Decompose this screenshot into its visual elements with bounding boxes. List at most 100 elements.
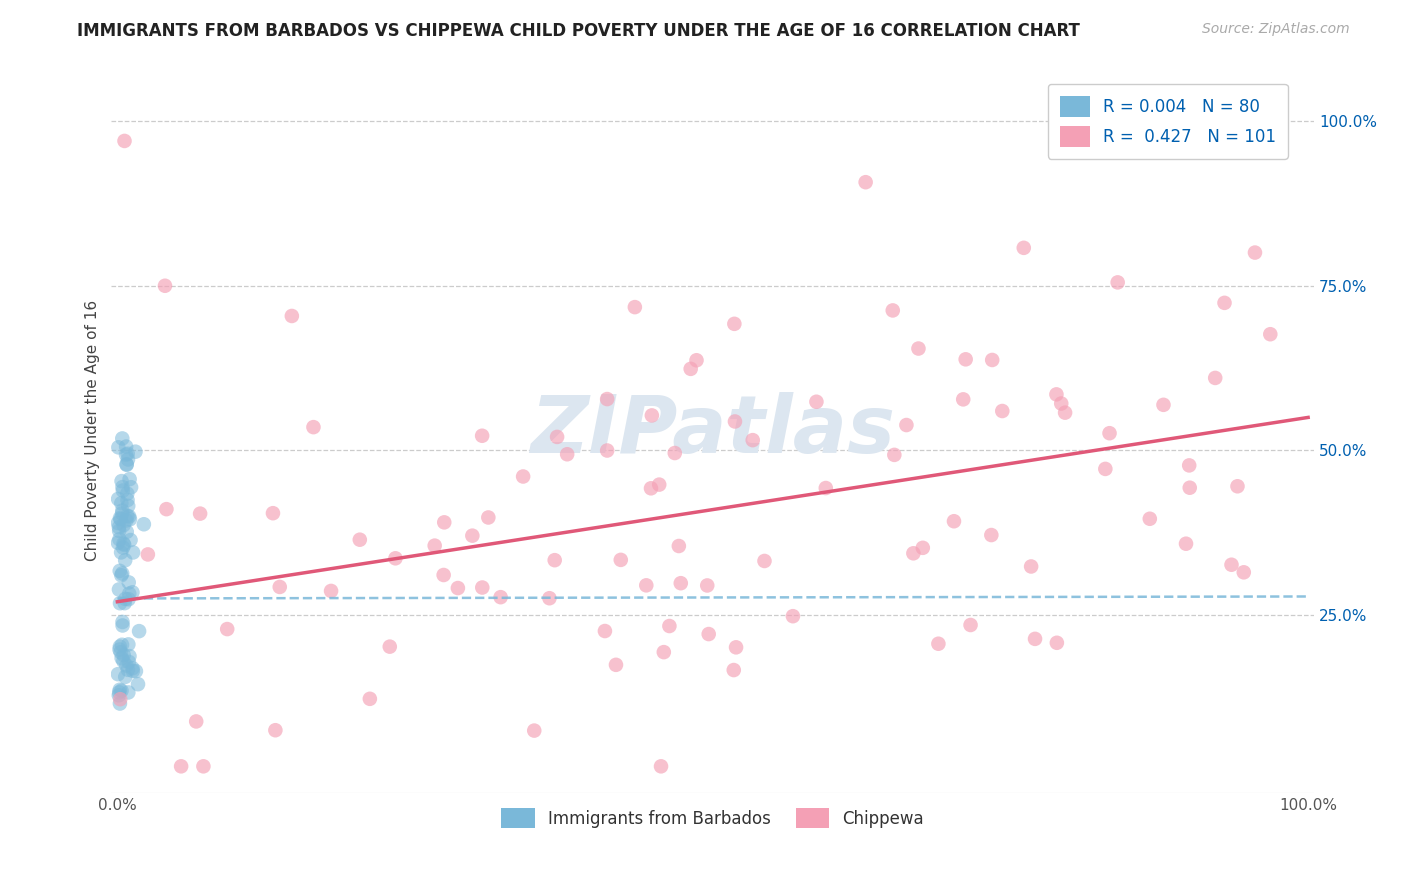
Point: [624, 300, 647, 314]
Point: [652, 645, 675, 659]
Point: [121, 585, 143, 599]
Point: [118, 655, 141, 669]
Point: [107, 516, 129, 530]
Point: [117, 493, 139, 508]
Point: [640, 481, 662, 495]
Point: [114, 591, 136, 606]
Text: Source: ZipAtlas.com: Source: ZipAtlas.com: [1202, 22, 1350, 37]
Point: [117, 508, 139, 523]
Point: [546, 430, 568, 444]
Point: [193, 759, 215, 773]
Point: [981, 353, 1004, 368]
Point: [384, 551, 406, 566]
Point: [111, 480, 134, 494]
Point: [128, 624, 150, 639]
Point: [980, 528, 1002, 542]
Point: [302, 420, 325, 434]
Point: [217, 622, 239, 636]
Point: [110, 512, 132, 526]
Point: [170, 759, 193, 773]
Point: [118, 472, 141, 486]
Point: [111, 615, 134, 629]
Point: [679, 362, 702, 376]
Point: [447, 581, 470, 595]
Point: [991, 404, 1014, 418]
Point: [111, 618, 134, 632]
Point: [1050, 396, 1073, 410]
Point: [118, 575, 141, 590]
Point: [610, 553, 633, 567]
Point: [110, 474, 132, 488]
Point: [636, 578, 658, 592]
Point: [471, 429, 494, 443]
Point: [641, 409, 664, 423]
Text: ZIPatlas: ZIPatlas: [530, 392, 896, 469]
Point: [132, 517, 155, 532]
Point: [110, 496, 132, 510]
Point: [112, 518, 135, 533]
Point: [118, 586, 141, 600]
Point: [664, 446, 686, 460]
Point: [112, 654, 135, 668]
Point: [186, 714, 208, 729]
Point: [115, 513, 138, 527]
Point: [423, 539, 446, 553]
Point: [433, 568, 456, 582]
Point: [112, 536, 135, 550]
Point: [108, 520, 131, 534]
Point: [596, 443, 619, 458]
Point: [814, 481, 837, 495]
Point: [107, 491, 129, 506]
Point: [596, 392, 619, 406]
Point: [127, 677, 149, 691]
Point: [108, 596, 131, 610]
Point: [108, 682, 131, 697]
Point: [108, 582, 131, 597]
Point: [110, 545, 132, 559]
Point: [896, 417, 918, 432]
Point: [1175, 537, 1198, 551]
Point: [1178, 481, 1201, 495]
Point: [111, 541, 134, 555]
Point: [782, 609, 804, 624]
Point: [118, 512, 141, 526]
Point: [122, 545, 145, 559]
Point: [110, 645, 132, 659]
Point: [108, 688, 131, 702]
Point: [723, 317, 745, 331]
Point: [108, 511, 131, 525]
Point: [1019, 559, 1042, 574]
Point: [120, 480, 142, 494]
Point: [117, 447, 139, 461]
Point: [117, 486, 139, 500]
Point: [155, 502, 177, 516]
Point: [685, 353, 707, 368]
Point: [319, 583, 342, 598]
Point: [1204, 371, 1226, 385]
Point: [264, 723, 287, 738]
Point: [697, 627, 720, 641]
Legend: Immigrants from Barbados, Chippewa: Immigrants from Barbados, Chippewa: [495, 801, 931, 835]
Point: [378, 640, 401, 654]
Point: [1233, 566, 1256, 580]
Point: [114, 670, 136, 684]
Point: [114, 134, 136, 148]
Point: [114, 596, 136, 610]
Point: [115, 458, 138, 472]
Point: [114, 553, 136, 567]
Point: [1107, 276, 1129, 290]
Point: [1213, 296, 1236, 310]
Point: [696, 578, 718, 592]
Point: [1094, 462, 1116, 476]
Point: [111, 483, 134, 498]
Point: [111, 503, 134, 517]
Point: [754, 554, 776, 568]
Point: [903, 546, 925, 560]
Point: [115, 440, 138, 454]
Point: [1024, 632, 1046, 646]
Point: [125, 664, 148, 678]
Point: [111, 432, 134, 446]
Point: [359, 691, 381, 706]
Point: [952, 392, 974, 407]
Point: [555, 447, 578, 461]
